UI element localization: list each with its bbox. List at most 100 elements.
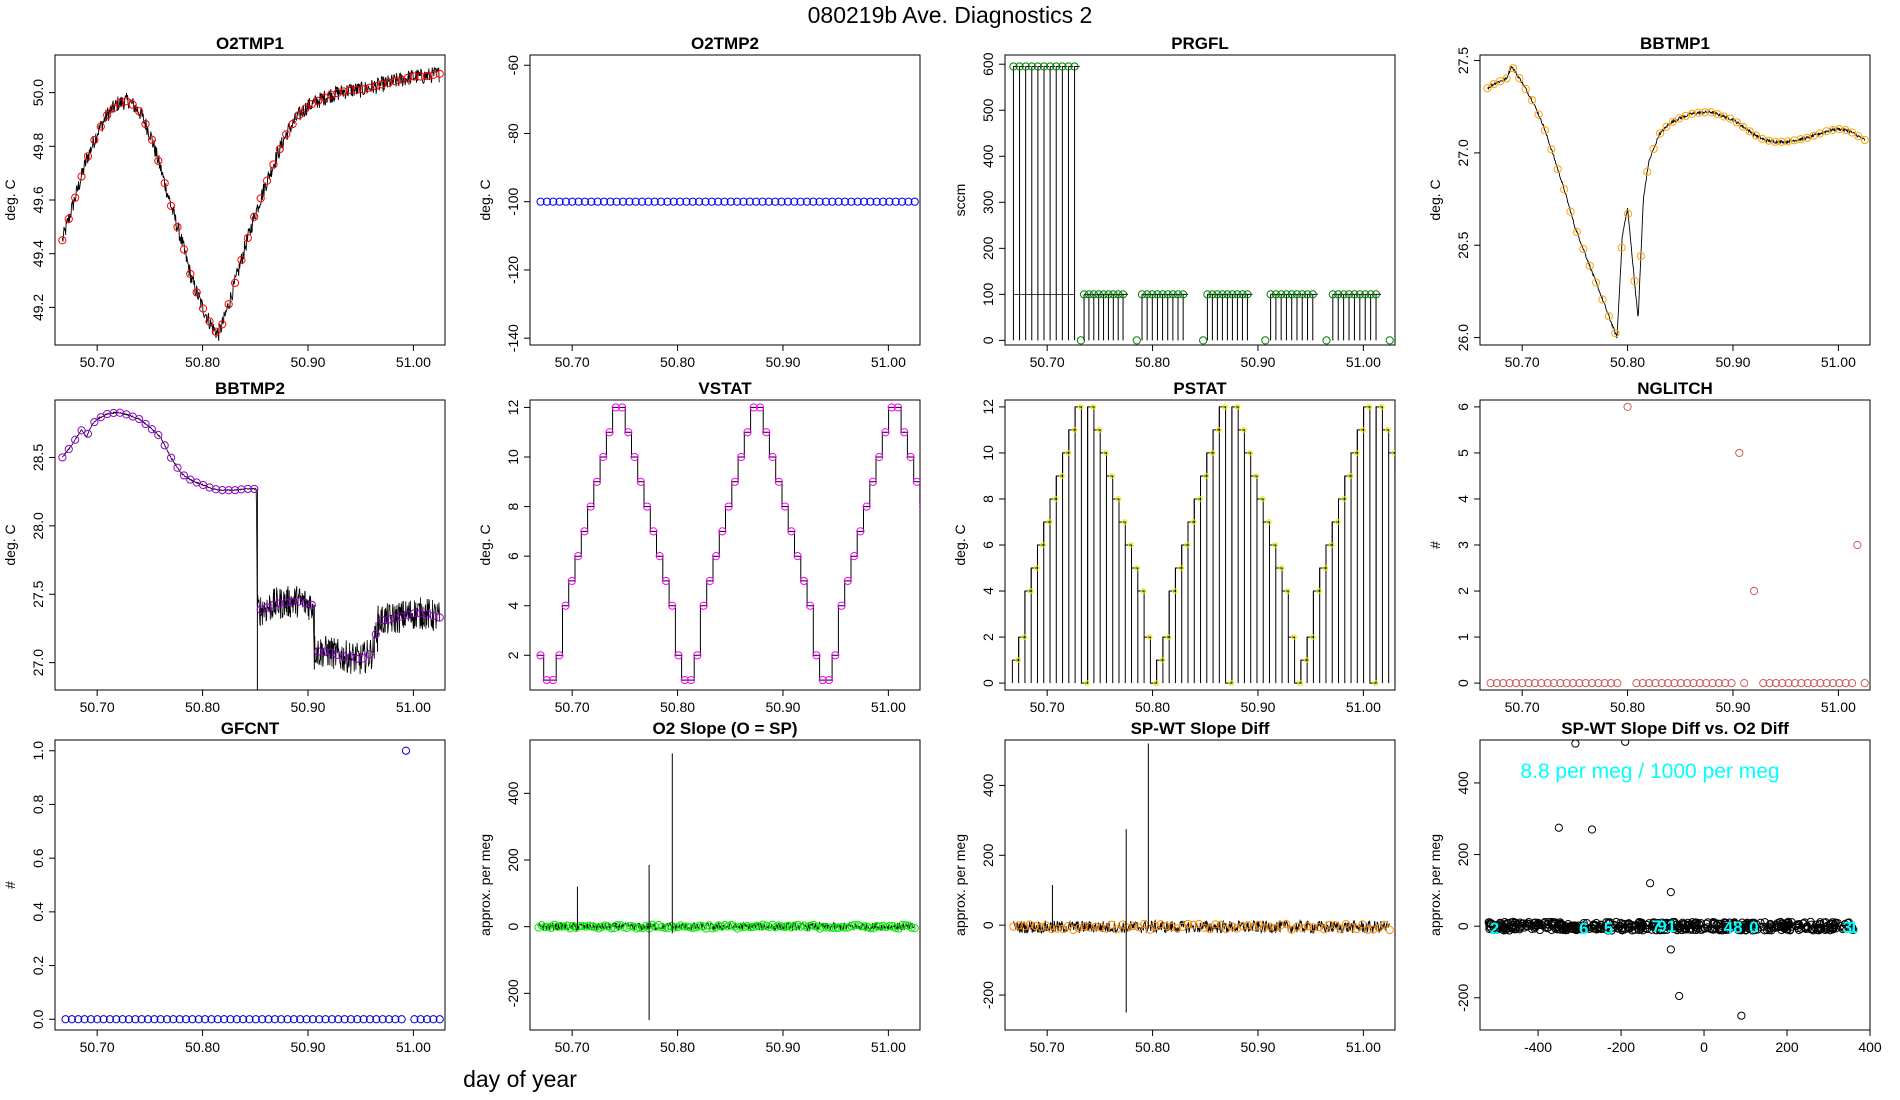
plot-frame: [55, 400, 445, 690]
x-tick-label: 50.90: [290, 699, 325, 715]
y-tick-label: -140: [505, 324, 521, 352]
y-axis-label: deg. C: [477, 179, 493, 220]
x-tick-label: 50.90: [1240, 354, 1275, 370]
data-point: [1741, 679, 1748, 686]
y-tick-label: -200: [505, 979, 521, 1007]
plot-grid: O2TMP1deg. C50.70 50.80 50.90 51.0049.249.4…: [0, 0, 1900, 1100]
x-tick-label: 50.90: [765, 1039, 800, 1055]
y-tick-label: 5: [1455, 449, 1471, 457]
y-tick-label: 0.2: [30, 956, 46, 976]
plot-frame: [1005, 740, 1395, 1030]
data-point: [1262, 337, 1269, 344]
y-tick-label: 400: [1455, 771, 1471, 795]
y-tick-label: 26.5: [1455, 231, 1471, 258]
digit-label: 1: [1849, 918, 1858, 937]
y-tick-label: 6: [980, 541, 996, 549]
data-point: [1200, 337, 1207, 344]
data-point: [1861, 679, 1868, 686]
panel-title: BBTMP2: [215, 379, 285, 398]
panel-pstat: PSTATdeg. C50.70 50.80 50.90 51.00024681012: [952, 379, 1453, 715]
digit-label: 6: [1579, 919, 1588, 938]
x-tick-label: 50.70: [80, 1039, 115, 1055]
series-line: [1487, 66, 1864, 338]
plot-area: [537, 404, 964, 684]
plot-frame: [1480, 55, 1870, 345]
panel-nglitch: NGLITCH#50.70 50.80 50.90 51.000123456: [1427, 379, 1870, 715]
y-axis-label: sccm: [952, 184, 968, 217]
data-point: [957, 676, 964, 683]
x-tick-label: 50.80: [185, 354, 220, 370]
x-tick-label: 50.90: [765, 354, 800, 370]
y-axis-label: #: [1427, 541, 1443, 549]
y-axis-label: deg. C: [477, 524, 493, 565]
plot-frame: [1480, 740, 1870, 1030]
panel-title: O2TMP2: [691, 34, 759, 53]
data-point: [1323, 337, 1330, 344]
y-tick-label: 0: [980, 679, 996, 687]
y-tick-label: 400: [980, 144, 996, 168]
panel-title: O2TMP1: [216, 34, 284, 53]
y-tick-label: 12: [980, 399, 996, 415]
data-point: [1622, 738, 1629, 745]
y-tick-label: 28.0: [30, 512, 46, 539]
plot-frame: [1480, 400, 1870, 690]
x-tick-label: 50.90: [1240, 699, 1275, 715]
series-line: [1012, 407, 1451, 683]
x-tick-label: 51.00: [1821, 354, 1856, 370]
plot-area: [1487, 403, 1868, 686]
panel-bbtmp2: BBTMP2deg. C50.70 50.80 50.90 51.0027.027.5…: [2, 379, 445, 715]
y-tick-label: 0.6: [30, 848, 46, 868]
plot-area: [1010, 63, 1393, 344]
plot-frame: [1005, 55, 1395, 345]
panel-o2tmp1: O2TMP1 deg. C 50.70 50.80 50.90 51.00 49.2 49.4…: [2, 34, 445, 370]
y-tick-label: 27.0: [1455, 139, 1471, 166]
y-tick-label: 1.0: [30, 741, 46, 761]
data-point: [1449, 681, 1453, 685]
panel-o2slope: O2 Slope (O = SP)approx. per meg50.70 50.…: [477, 719, 920, 1055]
y-tick-label: 2: [1455, 587, 1471, 595]
data-point: [1405, 497, 1409, 501]
y-axis-label: approx. per meg: [477, 834, 493, 936]
plot-area: [537, 198, 918, 205]
x-tick-label: 50.80: [185, 699, 220, 715]
data-point: [1624, 403, 1631, 410]
data-point: [1656, 130, 1663, 137]
data-point: [231, 279, 238, 286]
y-tick-label: -200: [1455, 984, 1471, 1012]
panel-title: PSTAT: [1173, 379, 1227, 398]
panel-title: SP-WT Slope Diff: [1131, 719, 1270, 738]
data-point: [1854, 541, 1861, 548]
y-tick-label: 8: [505, 502, 521, 510]
data-point: [945, 602, 952, 609]
y-tick-label: 28.5: [30, 444, 46, 471]
x-tick-label: 50.90: [290, 354, 325, 370]
data-point: [1733, 119, 1740, 126]
y-axis-label: #: [2, 881, 18, 889]
x-tick-label: 50.80: [1135, 354, 1170, 370]
y-axis-label: approx. per meg: [952, 834, 968, 936]
data-point: [1386, 926, 1393, 933]
panel-spwt_vs_o2: SP-WT Slope Diff vs. O2 Diffapprox. per …: [1427, 719, 1882, 1055]
y-axis-label: approx. per meg: [1427, 834, 1443, 936]
y-tick-label: 26.0: [1455, 324, 1471, 351]
data-point: [1667, 889, 1674, 896]
panel-vstat: VSTATdeg. C50.70 50.80 50.90 51.0024681012: [477, 379, 964, 715]
y-tick-label: 10: [505, 449, 521, 465]
x-tick-label: 50.80: [660, 699, 695, 715]
y-tick-label: 0: [980, 921, 996, 929]
x-tick-label: 50.90: [1240, 1039, 1275, 1055]
x-tick-label: 51.00: [871, 699, 906, 715]
panel-prgfl: PRGFLsccm50.70 50.80 50.90 51.0001002003004…: [952, 34, 1395, 370]
data-point: [1133, 337, 1140, 344]
data-point: [257, 195, 264, 202]
y-axis-label: deg. C: [952, 524, 968, 565]
y-axis-label: deg. C: [2, 524, 18, 565]
digit-label: 91: [1657, 917, 1676, 936]
data-point: [919, 503, 926, 510]
slope-annotation: 8.8 per meg / 1000 per meg: [1520, 760, 1779, 783]
y-tick-label: 27.5: [1455, 47, 1471, 74]
plot-area: [59, 68, 444, 341]
data-point: [1436, 635, 1440, 639]
y-tick-label: -80: [505, 123, 521, 143]
x-tick-label: 51.00: [1346, 354, 1381, 370]
